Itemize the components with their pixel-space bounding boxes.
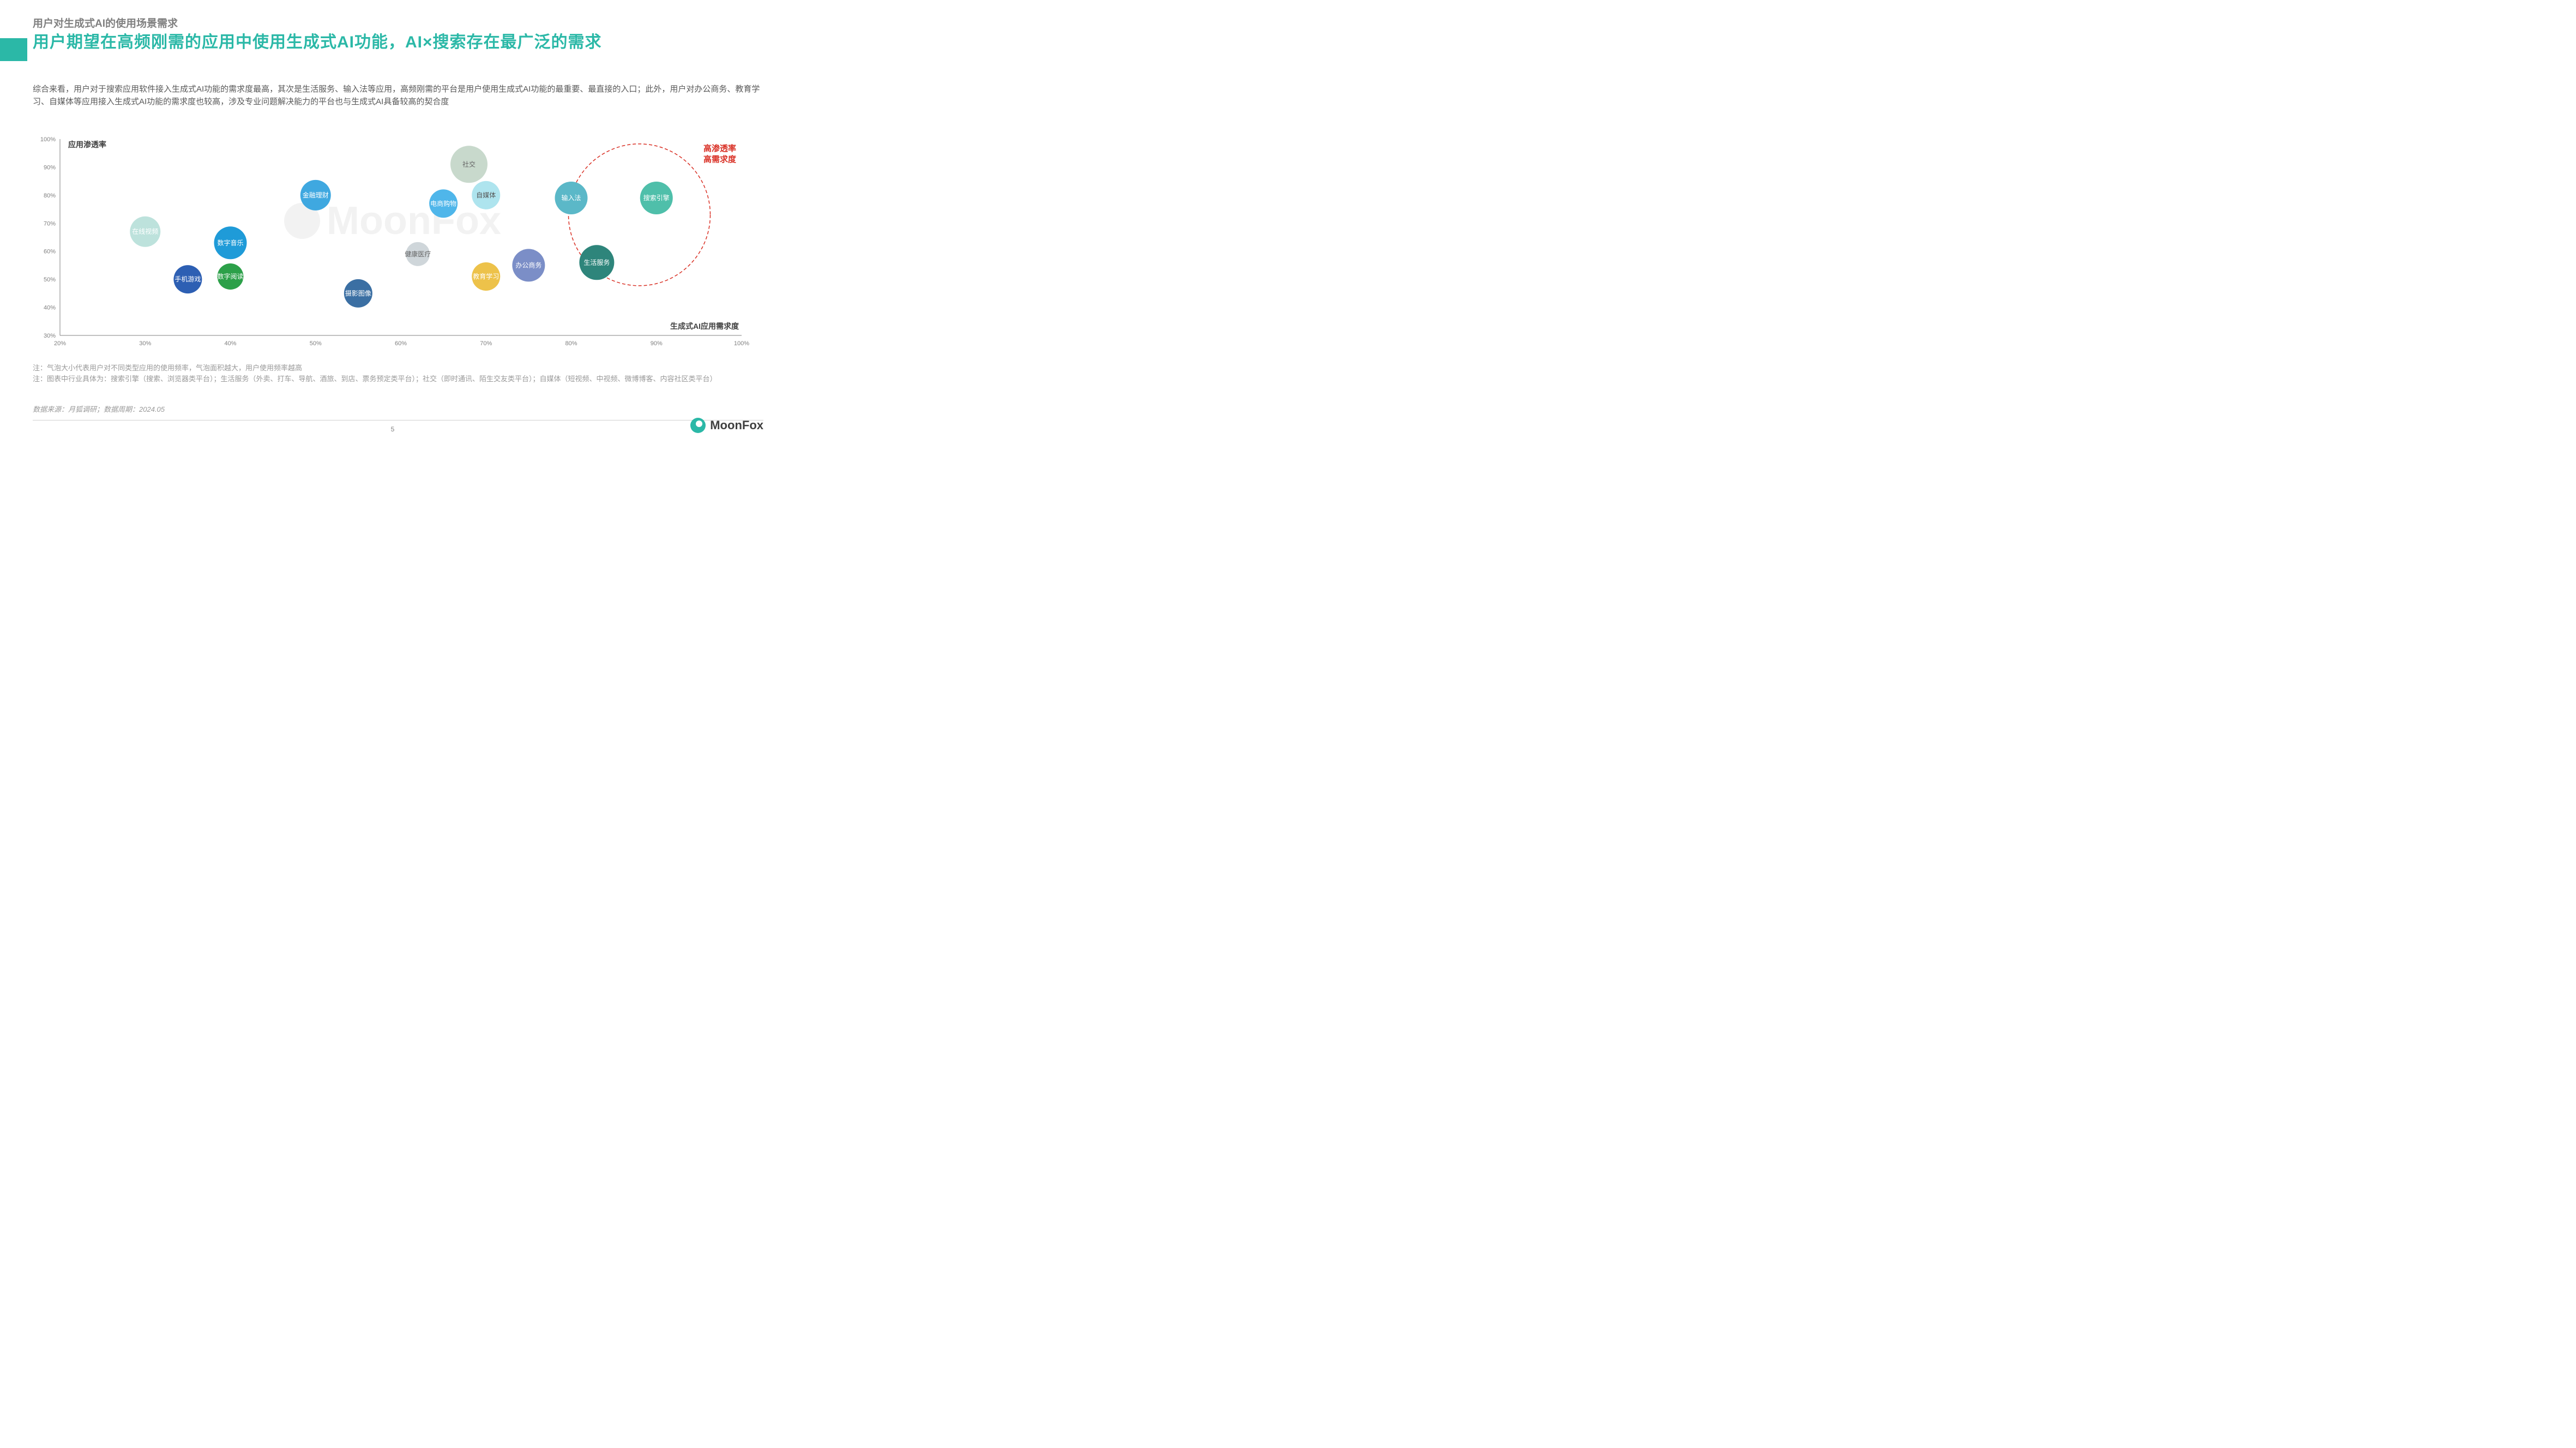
svg-text:70%: 70% — [44, 220, 56, 227]
moonfox-icon — [690, 418, 706, 433]
svg-text:30%: 30% — [139, 340, 151, 347]
svg-text:在线视频: 在线视频 — [132, 227, 158, 236]
svg-text:80%: 80% — [565, 340, 577, 347]
svg-text:办公商务: 办公商务 — [515, 261, 541, 269]
svg-text:自媒体: 自媒体 — [476, 191, 496, 199]
svg-text:90%: 90% — [44, 164, 56, 171]
accent-bar — [0, 38, 27, 61]
svg-text:数字阅读: 数字阅读 — [217, 272, 243, 280]
svg-text:摄影图像: 摄影图像 — [345, 289, 371, 297]
svg-text:40%: 40% — [224, 340, 236, 347]
svg-text:应用渗透率: 应用渗透率 — [68, 140, 106, 149]
brand-logo: MoonFox — [690, 418, 763, 433]
svg-text:90%: 90% — [651, 340, 663, 347]
svg-text:手机游戏: 手机游戏 — [174, 275, 201, 283]
page-subtitle: 综合来看，用户对于搜索应用软件接入生成式AI功能的需求度最高，其次是生活服务、输… — [33, 83, 763, 109]
svg-text:30%: 30% — [44, 333, 56, 339]
svg-text:100%: 100% — [40, 136, 56, 143]
pretitle: 用户对生成式AI的使用场景需求 — [33, 15, 178, 30]
svg-text:数字音乐: 数字音乐 — [217, 238, 243, 247]
svg-text:20%: 20% — [54, 340, 66, 347]
svg-text:80%: 80% — [44, 193, 56, 199]
chart-svg: 30%40%50%60%70%80%90%100%20%30%40%50%60%… — [33, 134, 753, 352]
data-source: 数据来源：月狐调研；数据周期：2024.05 — [33, 404, 165, 414]
svg-text:教育学习: 教育学习 — [473, 272, 499, 280]
svg-text:金融理财: 金融理财 — [303, 191, 329, 199]
chart-notes: 注：气泡大小代表用户对不同类型应用的使用频率，气泡面积越大，用户使用频率越高注：… — [33, 363, 763, 384]
page-title: 用户期望在高频刚需的应用中使用生成式AI功能，AI×搜索存在最广泛的需求 — [33, 32, 763, 53]
note-line: 注：图表中行业具体为：搜索引擎（搜索、浏览器类平台）；生活服务（外卖、打车、导航… — [33, 374, 763, 384]
svg-text:50%: 50% — [44, 277, 56, 283]
svg-text:60%: 60% — [44, 249, 56, 255]
svg-text:100%: 100% — [734, 340, 749, 347]
svg-text:生活服务: 生活服务 — [583, 258, 610, 266]
logo-text: MoonFox — [710, 418, 763, 432]
svg-text:健康医疗: 健康医疗 — [405, 250, 431, 258]
svg-text:60%: 60% — [395, 340, 407, 347]
svg-text:输入法: 输入法 — [561, 194, 581, 202]
svg-text:50%: 50% — [310, 340, 322, 347]
svg-text:社交: 社交 — [462, 160, 476, 168]
page-number: 5 — [391, 425, 395, 433]
svg-text:高需求度: 高需求度 — [703, 154, 737, 164]
svg-text:搜索引擎: 搜索引擎 — [643, 194, 670, 202]
svg-text:电商购物: 电商购物 — [430, 199, 456, 207]
svg-text:40%: 40% — [44, 305, 56, 311]
svg-text:生成式AI应用需求度: 生成式AI应用需求度 — [670, 322, 739, 331]
note-line: 注：气泡大小代表用户对不同类型应用的使用频率，气泡面积越大，用户使用频率越高 — [33, 363, 763, 374]
bubble-chart: 30%40%50%60%70%80%90%100%20%30%40%50%60%… — [33, 134, 753, 352]
svg-text:70%: 70% — [480, 340, 492, 347]
svg-text:高渗透率: 高渗透率 — [703, 143, 736, 153]
